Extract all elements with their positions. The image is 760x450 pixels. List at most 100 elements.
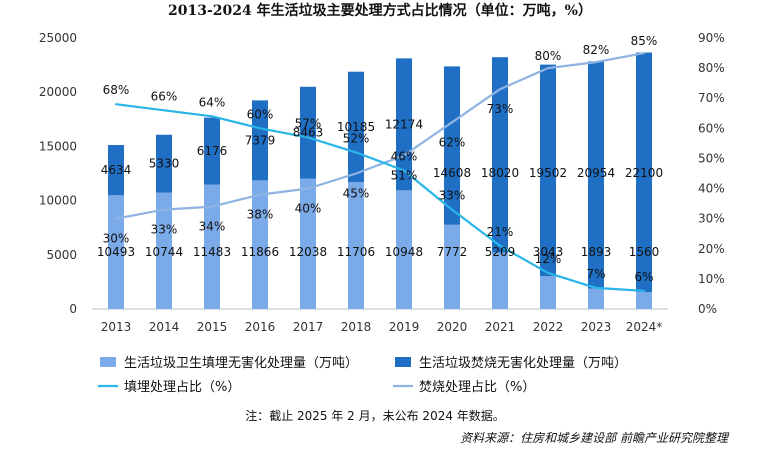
label-landfill-amount: 10948 bbox=[385, 245, 423, 259]
label-incineration-amount: 18020 bbox=[481, 166, 519, 180]
line-landfill-share bbox=[114, 103, 646, 292]
x-tick-label: 2016 bbox=[245, 320, 276, 334]
label-incineration-share: 82% bbox=[583, 43, 610, 57]
legend-label: 生活垃圾卫生填埋无害化处理量（万吨） bbox=[124, 355, 358, 371]
legend-swatch bbox=[395, 357, 411, 367]
label-landfill-share: 68% bbox=[103, 83, 130, 97]
bar-incineration bbox=[540, 64, 556, 277]
label-incineration-share: 51% bbox=[391, 168, 418, 182]
bar-landfill bbox=[204, 184, 220, 309]
label-landfill-share: 57% bbox=[295, 116, 322, 130]
legend-label: 生活垃圾焚烧无害化处理量（万吨） bbox=[419, 355, 627, 371]
bar-landfill bbox=[396, 190, 412, 309]
label-incineration-share: 34% bbox=[199, 220, 226, 234]
bar-incineration bbox=[300, 86, 316, 179]
label-incineration-amount: 19502 bbox=[529, 166, 567, 180]
x-tick-label: 2022 bbox=[533, 320, 564, 334]
y-right-tick-label: 50% bbox=[698, 151, 725, 165]
x-tick-label: 2017 bbox=[293, 320, 324, 334]
label-landfill-amount: 11706 bbox=[337, 245, 375, 259]
y-left-tick-label: 10000 bbox=[39, 194, 77, 208]
label-incineration-share: 40% bbox=[295, 202, 322, 216]
label-incineration-amount: 6176 bbox=[197, 144, 228, 158]
label-incineration-amount: 10185 bbox=[337, 120, 375, 134]
legend: 生活垃圾卫生填埋无害化处理量（万吨） 生活垃圾焚烧无害化处理量（万吨） 填埋处理占比… bbox=[98, 355, 627, 395]
legend-label: 焚烧处理占比（%） bbox=[419, 380, 535, 395]
x-tick-label: 2013 bbox=[101, 320, 132, 334]
y-left-tick-label: 15000 bbox=[39, 139, 77, 153]
x-tick-label: 2024* bbox=[626, 320, 663, 334]
axes: 0 5000 10000 15000 20000 25000 0% 10% 20% 30% 40% 5… bbox=[39, 31, 725, 334]
bar-landfill bbox=[636, 292, 652, 309]
bar-incineration bbox=[108, 145, 124, 196]
bar-landfill bbox=[540, 276, 556, 309]
lines bbox=[114, 51, 646, 292]
y-right-tick-label: 10% bbox=[698, 272, 725, 286]
y-right-tick-label: 40% bbox=[698, 182, 725, 196]
y-right-tick-label: 60% bbox=[698, 121, 725, 135]
bar-incineration bbox=[252, 100, 268, 181]
label-incineration-share: 62% bbox=[439, 135, 466, 149]
label-incineration-amount: 14608 bbox=[433, 166, 471, 180]
bar-landfill bbox=[156, 192, 172, 309]
y-left-tick-label: 25000 bbox=[39, 31, 77, 45]
label-incineration-share: 85% bbox=[631, 34, 658, 48]
y-right-tick-label: 0% bbox=[698, 302, 717, 316]
bar-landfill bbox=[300, 178, 316, 309]
label-incineration-amount: 20954 bbox=[577, 166, 615, 180]
line-incineration-share bbox=[114, 51, 646, 220]
legend-label: 填埋处理占比（%） bbox=[124, 380, 240, 395]
bar-landfill bbox=[348, 182, 364, 309]
label-incineration-amount: 7379 bbox=[245, 133, 276, 147]
y-left-tick-label: 20000 bbox=[39, 85, 77, 99]
bar-landfill bbox=[588, 288, 604, 309]
bar-incineration bbox=[492, 57, 508, 253]
label-landfill-amount: 1893 bbox=[581, 245, 612, 259]
label-landfill-amount: 11483 bbox=[193, 245, 231, 259]
label-incineration-share: 30% bbox=[103, 232, 130, 246]
bar-landfill bbox=[444, 224, 460, 309]
label-incineration-share: 45% bbox=[343, 187, 370, 201]
bar-landfill bbox=[492, 252, 508, 309]
label-incineration-share: 73% bbox=[487, 102, 514, 116]
label-incineration-share: 33% bbox=[151, 223, 178, 237]
label-incineration-share: 80% bbox=[535, 49, 562, 63]
x-tick-label: 2018 bbox=[341, 320, 372, 334]
y-right-tick-label: 70% bbox=[698, 91, 725, 105]
x-tick-label: 2021 bbox=[485, 320, 516, 334]
data-labels: 10493 4634 68% 30% 10744 5330 66% 33% 11483 6176 6… bbox=[97, 34, 663, 284]
y-left-tick-label: 0 bbox=[69, 302, 77, 316]
label-landfill-share: 52% bbox=[343, 131, 370, 145]
label-landfill-share: 33% bbox=[439, 189, 466, 203]
label-landfill-amount: 7772 bbox=[437, 245, 468, 259]
label-landfill-amount: 1560 bbox=[629, 245, 660, 259]
bar-landfill bbox=[108, 195, 124, 309]
chart-title: 2013-2024 年生活垃圾主要处理方式占比情况（单位：万吨，%） bbox=[168, 2, 592, 19]
x-tick-label: 2019 bbox=[389, 320, 420, 334]
x-tick-label: 2023 bbox=[581, 320, 612, 334]
bar-incineration bbox=[156, 134, 172, 193]
bars bbox=[108, 52, 652, 309]
chart-note: 注：截止 2025 年 2 月，未公布 2024 年数据。 bbox=[245, 408, 505, 423]
label-landfill-share: 60% bbox=[247, 107, 274, 121]
label-landfill-amount: 12038 bbox=[289, 245, 327, 259]
label-landfill-amount: 5209 bbox=[485, 245, 516, 259]
label-incineration-amount: 4634 bbox=[101, 163, 132, 177]
label-landfill-share: 12% bbox=[535, 252, 562, 266]
label-landfill-share: 66% bbox=[151, 89, 178, 103]
bar-landfill bbox=[252, 180, 268, 309]
label-landfill-amount: 3043 bbox=[533, 245, 564, 259]
bar-incineration bbox=[204, 117, 220, 185]
x-tick-label: 2014 bbox=[149, 320, 180, 334]
x-tick-label: 2020 bbox=[437, 320, 468, 334]
legend-swatch bbox=[100, 357, 116, 367]
label-incineration-amount: 5330 bbox=[149, 157, 180, 171]
label-landfill-share: 64% bbox=[199, 95, 226, 109]
bar-incineration bbox=[444, 66, 460, 225]
label-landfill-share: 46% bbox=[391, 149, 418, 163]
label-landfill-amount: 10744 bbox=[145, 245, 183, 259]
label-incineration-amount: 22100 bbox=[625, 166, 663, 180]
y-left-tick-label: 5000 bbox=[46, 248, 77, 262]
bar-incineration bbox=[636, 52, 652, 293]
